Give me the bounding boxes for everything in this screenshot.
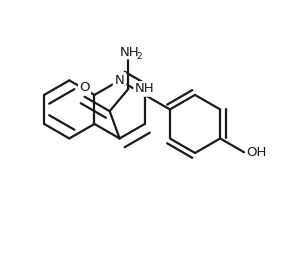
Text: N: N	[115, 74, 124, 87]
Text: OH: OH	[246, 146, 266, 159]
Text: NH: NH	[135, 83, 154, 95]
Text: NH: NH	[120, 46, 140, 59]
Text: O: O	[79, 81, 90, 94]
Text: 2: 2	[136, 52, 142, 61]
